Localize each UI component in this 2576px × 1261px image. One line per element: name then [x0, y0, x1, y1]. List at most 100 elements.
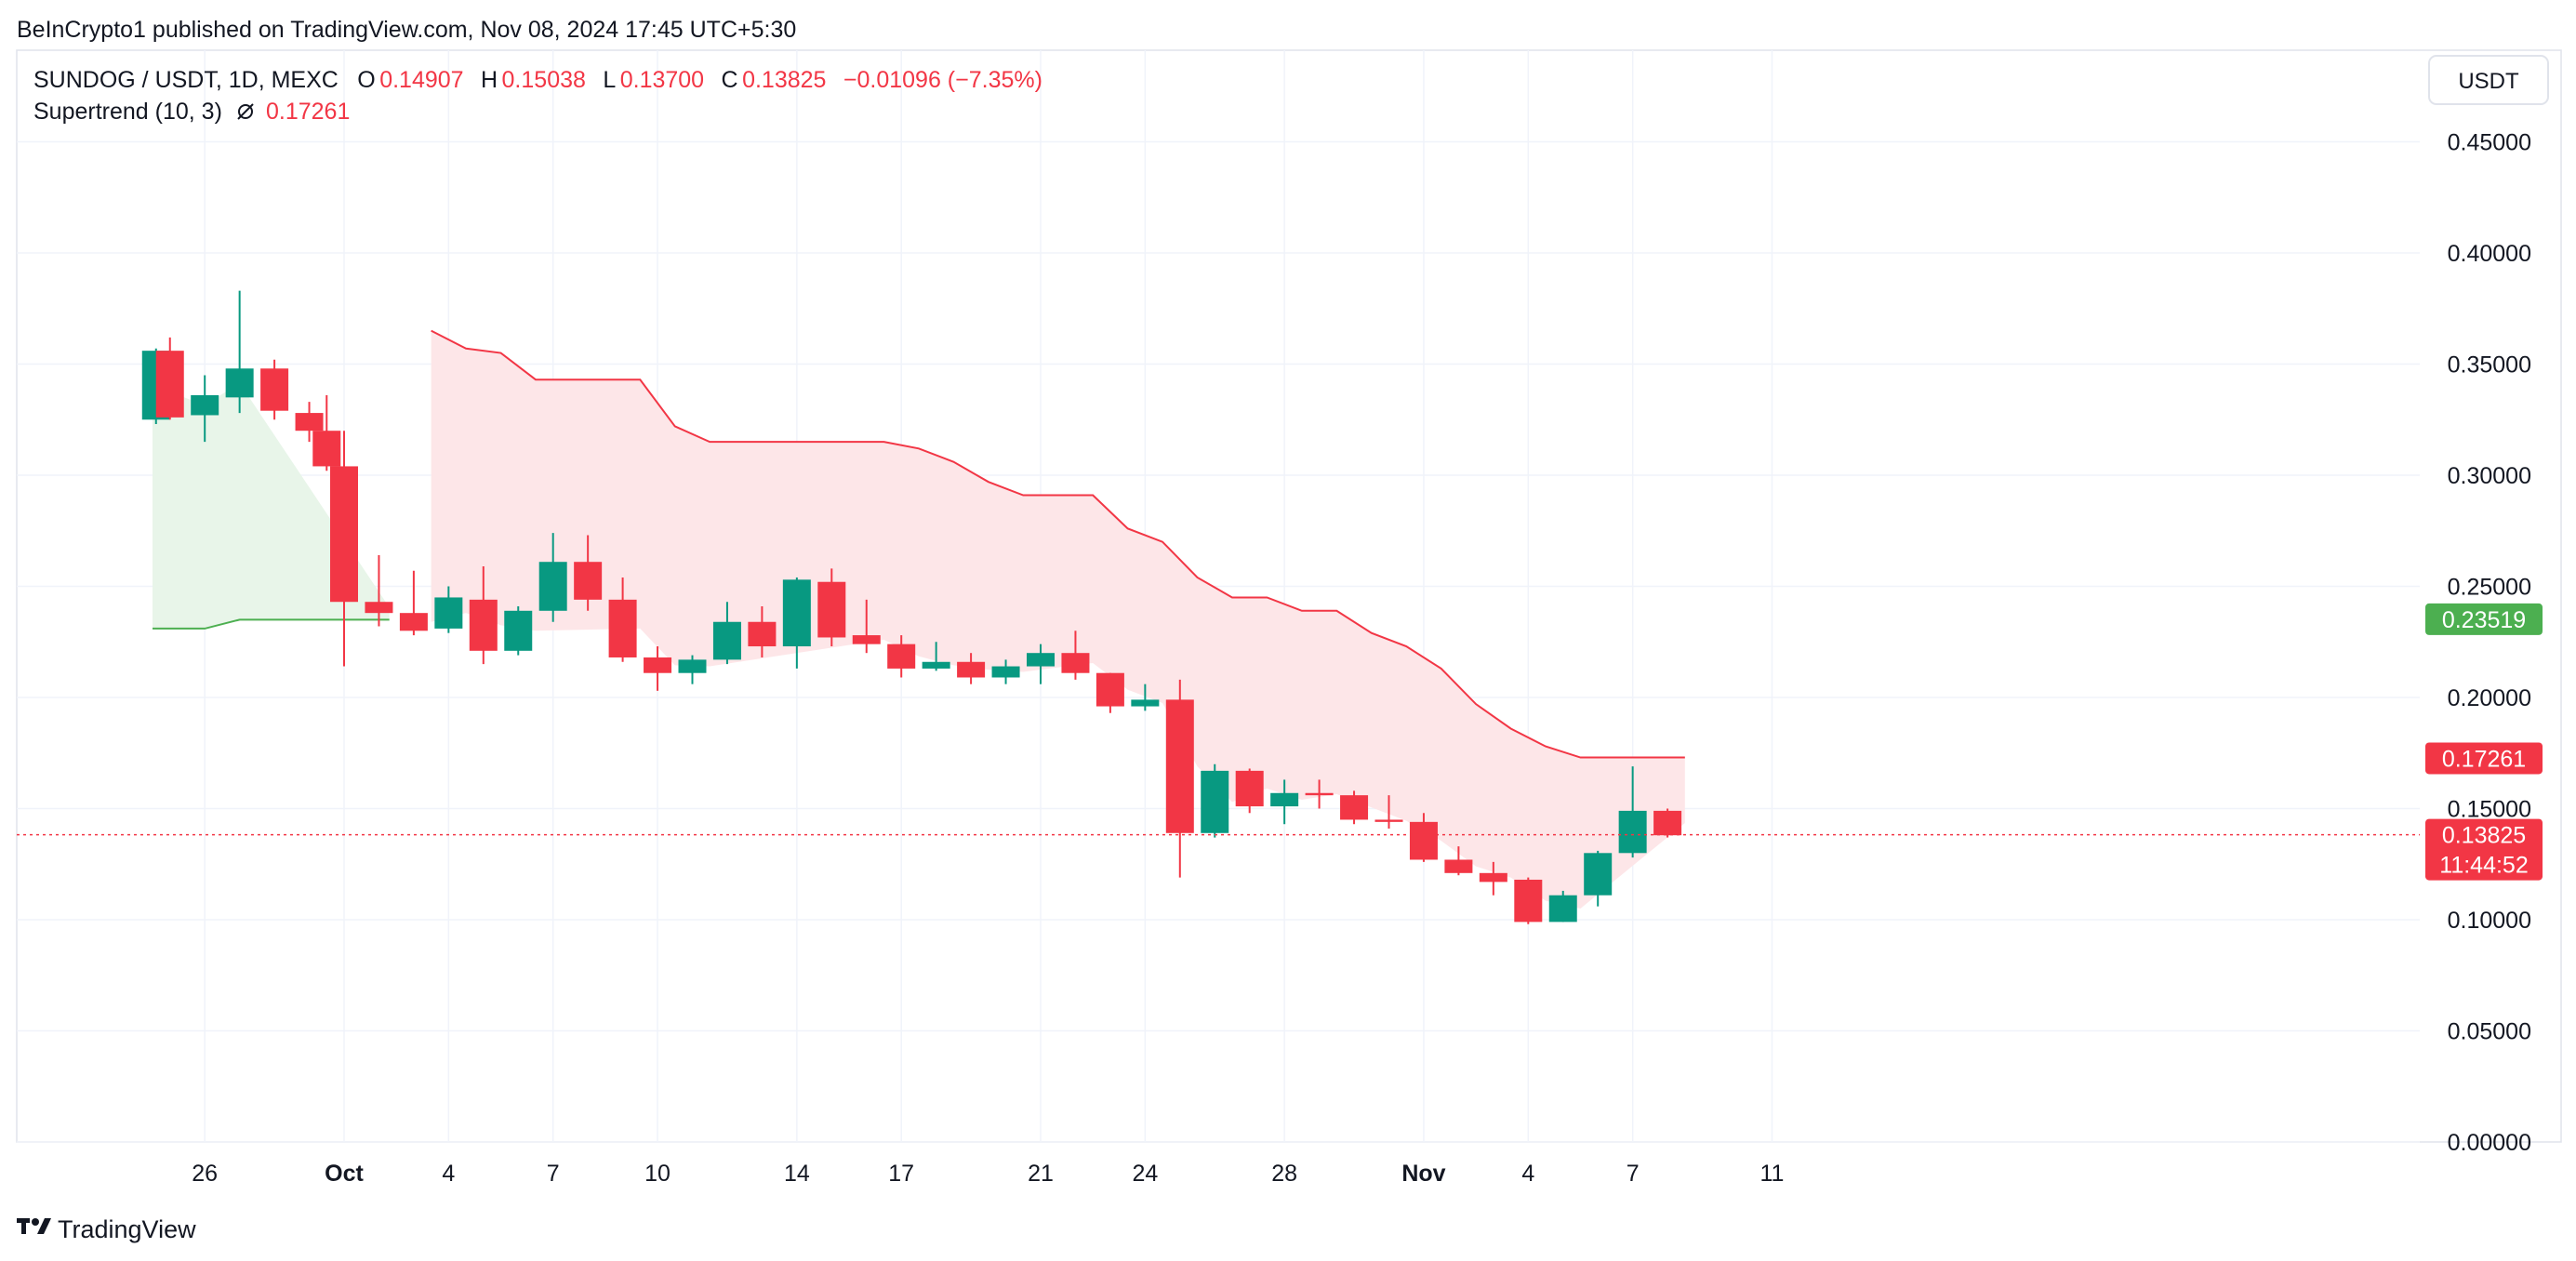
price-axis-label: 0.30000 [2448, 463, 2531, 489]
price-axis[interactable]: 0.45000 0.40000 0.35000 0.30000 0.25000 0.200… [2448, 130, 2531, 1157]
candle[interactable] [225, 290, 254, 414]
candle[interactable] [957, 653, 986, 684]
legend-open-value: 0.14907 [379, 67, 463, 93]
time-axis-label: 10 [644, 1161, 671, 1187]
candle[interactable] [295, 402, 324, 443]
candle[interactable] [1653, 808, 1682, 838]
currency-button[interactable]: USDT [2428, 55, 2549, 105]
candle[interactable] [1305, 779, 1334, 809]
price-axis-label: 0.00000 [2448, 1130, 2531, 1156]
legend-change: −0.01096 (−7.35%) [843, 67, 1042, 93]
candle-body [1165, 699, 1194, 833]
time-axis-label: 14 [784, 1161, 810, 1187]
candle[interactable] [887, 635, 916, 678]
candle[interactable] [1479, 861, 1507, 896]
legend-indicator[interactable]: Supertrend (10, 3) [33, 99, 222, 125]
candle[interactable] [191, 375, 219, 443]
candle[interactable] [712, 602, 741, 665]
candle-body [1201, 770, 1229, 833]
candle[interactable] [1027, 644, 1055, 684]
candle[interactable] [644, 646, 672, 691]
price-axis-label: 0.20000 [2448, 685, 2531, 711]
candle-body [1514, 879, 1543, 923]
candle-body [678, 659, 707, 673]
candle[interactable] [1061, 630, 1090, 680]
tradingview-logo[interactable]: TradingView [17, 1215, 196, 1243]
price-axis-label: 0.25000 [2448, 575, 2531, 601]
candle[interactable] [260, 359, 289, 420]
candle[interactable] [991, 659, 1020, 684]
eye-slash-icon[interactable] [237, 103, 254, 120]
candle[interactable] [330, 431, 358, 667]
candle[interactable] [922, 642, 950, 671]
candle[interactable] [1131, 684, 1160, 711]
time-axis-label: Oct [325, 1161, 364, 1187]
candle[interactable] [1201, 763, 1229, 838]
candle[interactable] [782, 577, 811, 669]
candle-body [1548, 895, 1577, 923]
legend-open-label: O [357, 67, 375, 93]
price-tag-supertrend-value: 0.17261 [2442, 746, 2526, 772]
candle[interactable] [1374, 795, 1403, 830]
price-axis-label: 0.05000 [2448, 1019, 2531, 1045]
candle[interactable] [608, 577, 637, 662]
candle-body [538, 562, 567, 611]
legend-close-value: 0.13825 [742, 67, 826, 93]
candle-body [852, 635, 881, 644]
candle[interactable] [574, 535, 603, 611]
tradingview-logo-icon [17, 1218, 51, 1234]
currency-label: USDT [2458, 69, 2519, 94]
candle-body [1340, 795, 1369, 820]
candle[interactable] [469, 565, 498, 665]
legend-symbol: SUNDOG / USDT, 1D, MEXC [33, 67, 339, 93]
candle-body [748, 621, 777, 647]
candle[interactable] [1270, 779, 1299, 825]
candle[interactable] [365, 555, 393, 627]
time-axis-label: 7 [1627, 1161, 1640, 1187]
candle-body [295, 413, 324, 431]
candle[interactable] [1584, 850, 1613, 907]
candle[interactable] [1409, 813, 1438, 862]
price-tag-supertrend: 0.17261 [2425, 742, 2543, 775]
candle[interactable] [1618, 766, 1647, 858]
candle[interactable] [1165, 679, 1194, 878]
candle-body [1305, 792, 1334, 796]
candle-body [191, 394, 219, 416]
candles[interactable] [141, 290, 1682, 924]
candle[interactable] [538, 533, 567, 622]
legend-high-label: H [481, 67, 498, 93]
time-axis-label: Nov [1401, 1161, 1445, 1187]
candle[interactable] [399, 570, 428, 636]
legend-close-label: C [722, 67, 738, 93]
candle[interactable] [678, 655, 707, 684]
candle[interactable] [852, 599, 881, 654]
candle-body [504, 610, 533, 651]
candle[interactable] [312, 394, 341, 471]
time-axis-label: 7 [547, 1161, 560, 1187]
candle[interactable] [155, 337, 184, 420]
candle-body [644, 657, 672, 673]
price-axis-label: 0.40000 [2448, 241, 2531, 267]
candle[interactable] [748, 606, 777, 657]
candle[interactable] [1548, 890, 1577, 923]
candle[interactable] [434, 586, 463, 633]
candle-body [782, 579, 811, 647]
price-tag-last: 0.13825 11:44:52 [2425, 818, 2543, 881]
candle[interactable] [1444, 846, 1473, 876]
candle-body [1653, 810, 1682, 836]
supertrend-up-line [153, 618, 390, 630]
chart-frame [16, 49, 2562, 1143]
candle-body [1235, 770, 1264, 807]
candle[interactable] [1340, 790, 1369, 825]
candle[interactable] [1235, 768, 1264, 814]
candle[interactable] [1095, 672, 1124, 713]
candle-body [957, 661, 986, 678]
candle-body [712, 621, 741, 660]
candle[interactable] [504, 606, 533, 656]
candle[interactable] [1514, 877, 1543, 924]
time-axis[interactable]: 26 Oct 4 7 10 14 17 21 24 28 Nov 4 7 11 [192, 1161, 1784, 1187]
time-axis-label: 4 [1521, 1161, 1534, 1187]
candle[interactable] [817, 568, 846, 647]
candle-body [155, 351, 184, 418]
candle-body [991, 666, 1020, 678]
